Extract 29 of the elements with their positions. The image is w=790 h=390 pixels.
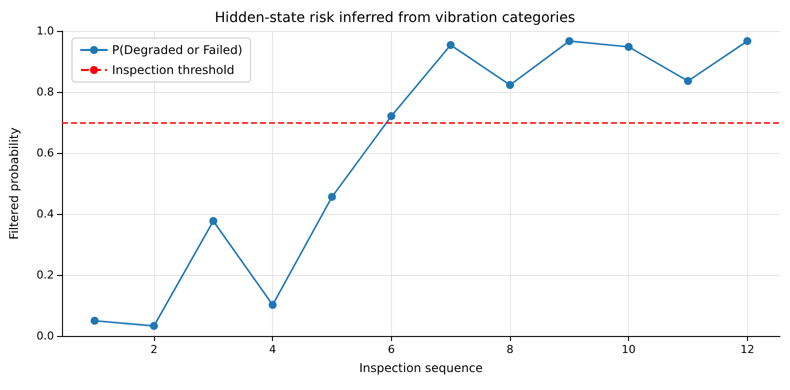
y-tick-label: 0.6: [36, 146, 54, 160]
y-axis-title: Filtered probability: [7, 127, 21, 240]
point: [328, 192, 336, 201]
x-axis-title: Inspection sequence: [359, 361, 483, 375]
y-tick-label: 0.8: [36, 86, 54, 98]
point: [743, 37, 752, 46]
x-tick-label: 8: [506, 343, 514, 356]
chart-title: Hidden-state risk inferred from vibration categories: [214, 10, 576, 26]
point: [565, 37, 574, 46]
point: [446, 41, 455, 50]
point: [268, 300, 277, 309]
x-tick-label: 2: [150, 343, 158, 356]
x-tick-label: 4: [269, 343, 276, 356]
y-tick-label: 0.4: [36, 208, 54, 220]
point: [387, 112, 396, 120]
x-tick-label: 12: [740, 343, 754, 356]
y-tick-label: 0.0: [36, 330, 54, 342]
point: [684, 77, 692, 86]
y-tick-label: 1.0: [36, 24, 54, 38]
legend-label: P(Degraded or Failed): [112, 43, 242, 57]
legend-label: Inspection threshold: [112, 63, 234, 77]
point: [90, 316, 99, 325]
point: [624, 42, 633, 51]
point: [506, 80, 514, 89]
y-tick-label: 0.2: [36, 268, 54, 282]
point: [150, 322, 158, 330]
x-tick-label: 6: [388, 343, 395, 356]
point: [209, 217, 218, 226]
x-tick-label: 10: [622, 343, 636, 356]
